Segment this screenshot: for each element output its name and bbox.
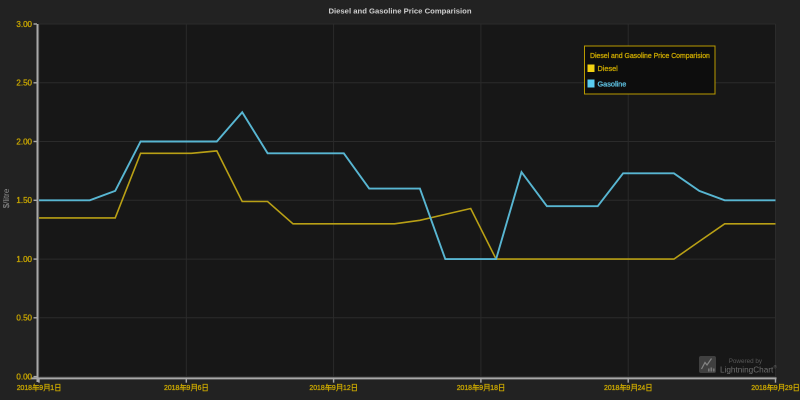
svg-text:2.50: 2.50 [16,79,32,88]
svg-text:2018: 2018 [309,385,324,392]
svg-text:2018: 2018 [604,385,619,392]
svg-text:1.00: 1.00 [16,255,32,264]
svg-text:2018: 2018 [17,385,32,392]
svg-text:Diesel and Gasoline Price Comp: Diesel and Gasoline Price Comparision [590,53,710,60]
svg-text:0.00: 0.00 [16,373,32,382]
svg-text:2.00: 2.00 [16,137,32,146]
svg-text:$/litre: $/litre [2,188,11,208]
svg-text:9: 9 [479,385,483,392]
svg-text:3.00: 3.00 [16,20,32,29]
svg-text:2018: 2018 [457,385,472,392]
svg-text:2018: 2018 [751,385,766,392]
svg-text:®: ® [774,364,778,370]
svg-text:6: 6 [198,385,202,392]
svg-text:1.50: 1.50 [16,196,32,205]
svg-text:12: 12 [343,385,351,392]
svg-text:Diesel and Gasoline Price Comp: Diesel and Gasoline Price Comparision [328,7,471,16]
svg-text:1: 1 [50,385,54,392]
svg-text:Diesel: Diesel [598,64,619,73]
svg-text:LightningChart: LightningChart [720,366,774,375]
svg-text:9: 9 [39,385,43,392]
svg-text:Gasoline: Gasoline [598,80,627,89]
svg-text:9: 9 [627,385,631,392]
svg-text:Powered by: Powered by [729,358,763,365]
svg-text:29: 29 [785,385,793,392]
svg-text:24: 24 [638,385,646,392]
svg-text:9: 9 [774,385,778,392]
svg-text:2018: 2018 [164,385,179,392]
svg-text:9: 9 [332,385,336,392]
svg-text:9: 9 [187,385,191,392]
svg-text:18: 18 [490,385,498,392]
svg-text:0.50: 0.50 [16,314,32,323]
